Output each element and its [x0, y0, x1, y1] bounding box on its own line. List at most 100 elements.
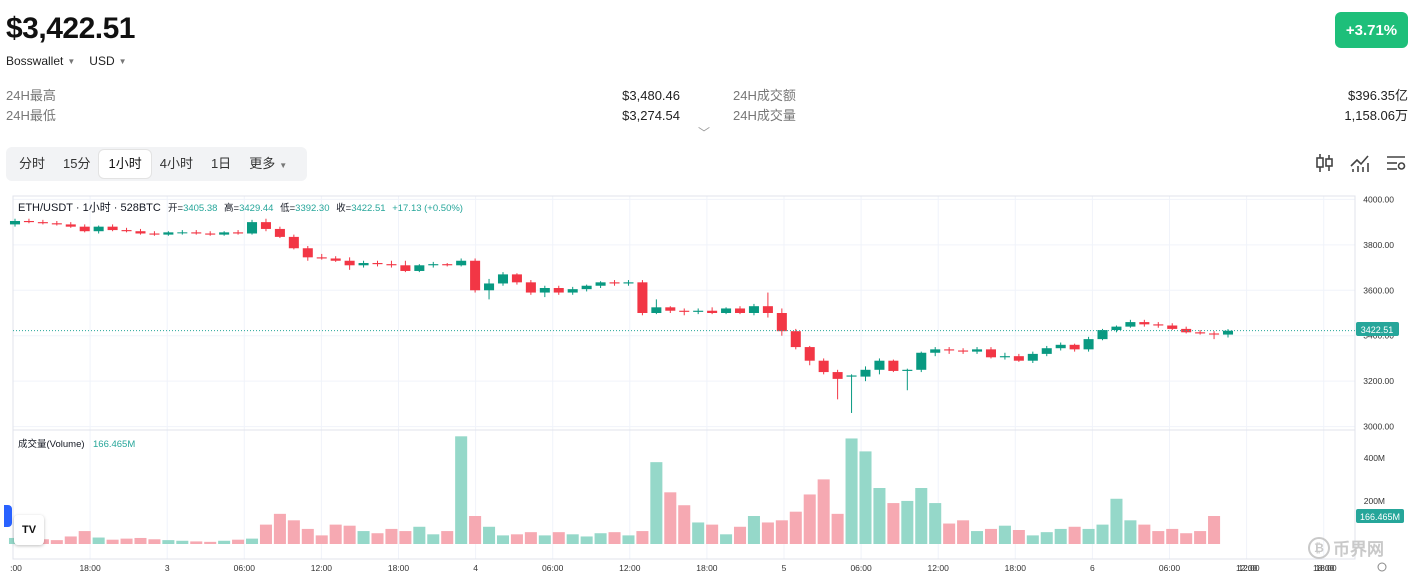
volume-bar — [915, 488, 928, 544]
volume-bar — [998, 525, 1011, 544]
volume-bar — [580, 536, 593, 544]
current-volume-tag-label: 166.465M — [1360, 512, 1400, 522]
volume-bar — [524, 532, 537, 544]
volume-title: 成交量(Volume) — [18, 438, 85, 450]
candle-body — [1125, 322, 1136, 327]
sidebar-toggle[interactable] — [4, 505, 12, 527]
indicator-icon[interactable] — [1349, 152, 1371, 174]
settings-icon[interactable] — [1385, 152, 1407, 174]
candle-body — [707, 310, 718, 313]
volume-bar — [510, 534, 523, 544]
chart-canvas[interactable]: 4000.003800.003600.003400.003200.003000.… — [0, 192, 1417, 575]
candle-body — [288, 236, 299, 249]
tradingview-logo-icon[interactable]: TV — [14, 515, 44, 545]
price-axis: 4000.003800.003600.003400.003200.003000.… — [1363, 194, 1394, 431]
candle-body — [776, 313, 787, 332]
tab-more[interactable]: 更多 ▼ — [240, 150, 296, 178]
exchange-label: Bosswallet — [6, 54, 64, 68]
candle-body — [874, 360, 885, 370]
volume-bar — [943, 523, 956, 544]
candle-body — [790, 331, 801, 348]
candlestick-icon[interactable] — [1313, 152, 1335, 174]
candle-body — [860, 369, 871, 377]
volume-bar — [413, 526, 426, 544]
volume-axis: 400M 200M — [1364, 453, 1385, 506]
axis-settings-icon[interactable] — [1377, 562, 1387, 572]
tab-15m[interactable]: 15分 — [63, 156, 91, 171]
volume-bar — [92, 537, 105, 544]
volume-bar — [803, 494, 816, 544]
candle-body — [1083, 339, 1094, 350]
volume-bar — [1138, 524, 1151, 544]
time-axis-label: 12:00 — [1236, 563, 1258, 573]
open-label: 开= — [168, 203, 184, 214]
volume-value: 1,158.06万 — [1344, 108, 1408, 123]
volume-bar — [761, 522, 774, 544]
close-value: 3422.51 — [351, 203, 385, 214]
candle-body — [665, 307, 676, 311]
candle-body — [1209, 333, 1220, 335]
current-price: $3,422.51 — [6, 12, 135, 45]
candle-body — [302, 248, 313, 258]
candle-body — [539, 288, 550, 293]
volume-axis-label: 200M — [1364, 496, 1385, 506]
candle-body — [958, 350, 969, 352]
volume-bar — [831, 513, 844, 544]
volume-axis-label: 400M — [1364, 453, 1385, 463]
volume-bar — [148, 539, 161, 544]
low-label: 低= — [280, 202, 296, 214]
volume-bar — [218, 540, 231, 544]
volume-bar — [1110, 498, 1123, 544]
candle-body — [414, 265, 425, 271]
caret-down-icon: ▼ — [279, 161, 288, 170]
volume-bar — [78, 531, 91, 544]
candle-body — [832, 372, 843, 379]
candle-body — [344, 260, 355, 266]
volume-bar — [315, 535, 328, 544]
tab-1h[interactable]: 1小时 — [99, 150, 151, 178]
coin-icon: ₿ — [1308, 536, 1330, 559]
volume-bar — [162, 540, 175, 544]
tab-time[interactable]: 分时 — [19, 156, 46, 171]
volume-bar — [594, 533, 607, 544]
candle-body — [233, 232, 244, 234]
time-axis-label: 12:00 — [928, 563, 950, 573]
candle-body — [1139, 322, 1150, 325]
candle-body — [1111, 326, 1122, 331]
volume-bar — [399, 531, 412, 544]
volume-bar — [1040, 532, 1053, 544]
ohlc-readout: 开=3405.38 高=3429.44 低=3392.30 收=3422.51 … — [168, 202, 463, 214]
currency-selector[interactable]: USD ▼ — [89, 54, 126, 68]
expand-chevron-icon[interactable]: ﹀ — [698, 126, 711, 140]
candle-body — [846, 375, 857, 377]
candle-body — [888, 360, 899, 371]
price-chart[interactable]: 4000.003800.003600.003400.003200.003000.… — [0, 192, 1417, 575]
low-value: 3392.30 — [295, 203, 329, 214]
tab-4h[interactable]: 4小时 — [159, 156, 193, 171]
candle-body — [818, 360, 829, 373]
candle-body — [609, 282, 620, 284]
volume-bar — [1026, 535, 1039, 544]
candle-body — [762, 306, 773, 313]
volume-bar — [636, 531, 649, 544]
volume-bar — [287, 520, 300, 544]
volume-bar — [343, 525, 356, 544]
volume-bar — [427, 534, 440, 544]
time-axis-label: 4 — [473, 563, 478, 573]
volume-bar — [650, 462, 663, 544]
volume-bar — [232, 539, 245, 544]
chart-frame — [12, 195, 1356, 560]
candle-body — [1069, 344, 1080, 350]
candle-body — [93, 226, 104, 232]
high-label: 24H最高 — [6, 88, 56, 103]
candle-body — [135, 231, 146, 234]
candle-body — [497, 274, 509, 284]
volume-bar — [483, 526, 496, 544]
candle-body — [1055, 344, 1066, 349]
exchange-selector[interactable]: Bosswallet ▼ — [6, 54, 75, 68]
tab-1d[interactable]: 1日 — [210, 156, 232, 171]
open-value: 3405.38 — [183, 203, 217, 214]
volume-bar — [733, 526, 747, 544]
volume-bar — [887, 503, 900, 544]
candle-body — [721, 308, 732, 313]
